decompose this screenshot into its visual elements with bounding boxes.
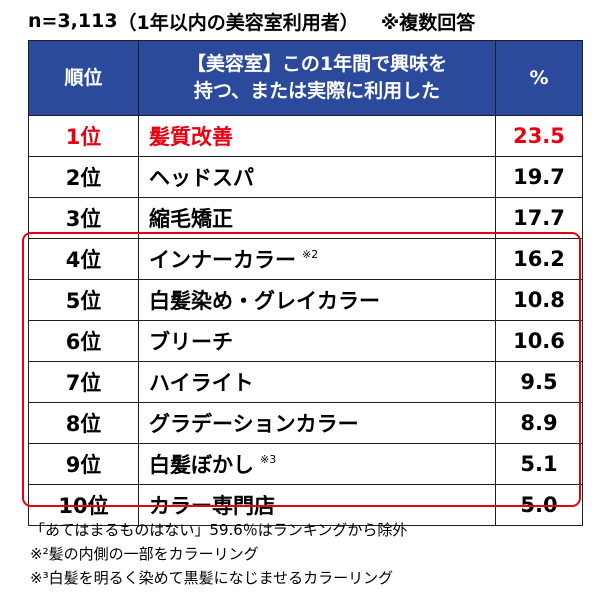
multiple-answer-note: ※複数回答 bbox=[380, 11, 476, 34]
percent-cell: 16.2 bbox=[495, 238, 583, 280]
item-cell: ブリーチ bbox=[138, 320, 496, 362]
item-cell: 縮毛矯正 bbox=[138, 197, 496, 239]
ranking-table: 順位 【美容室】この1年間で興味を 持つ、または実際に利用した % 1位 髪質改善… bbox=[28, 40, 583, 526]
percent-cell: 23.5 bbox=[495, 115, 583, 157]
table-row: 8位 グラデーションカラー 8.9 bbox=[28, 402, 583, 444]
footnotes: 「あてはまるものはない」59.6％はランキングから除外 ※²髪の内側の一部をカラ… bbox=[30, 518, 595, 590]
footnote-2: ※²髪の内側の一部をカラーリング bbox=[30, 542, 595, 566]
table-row: 3位 縮毛矯正 17.7 bbox=[28, 197, 583, 239]
rank-cell: 5位 bbox=[28, 279, 139, 321]
sample-size: n=3,113 bbox=[28, 10, 118, 32]
ranking-rows: 1位 髪質改善 23.5 2位 ヘッドスパ 19.7 3位 縮毛矯正 17.7 4位 インナーカラー… bbox=[28, 115, 583, 526]
footnote-2-mark: ※² bbox=[30, 545, 49, 563]
percent-cell: 19.7 bbox=[495, 156, 583, 198]
footnote-3-text: 白髪を明るく染めて黒髪になじませるカラーリング bbox=[48, 569, 394, 587]
column-header-rank: 順位 bbox=[28, 40, 139, 116]
table-row: 7位 ハイライト 9.5 bbox=[28, 361, 583, 403]
footnote-2-text: 髪の内側の一部をカラーリング bbox=[48, 545, 259, 563]
respondent-scope: （1年以内の美容室利用者） bbox=[117, 11, 359, 34]
item-cell: インナーカラー ※2 bbox=[138, 238, 496, 280]
percent-cell: 9.5 bbox=[495, 361, 583, 403]
rank-cell: 3位 bbox=[28, 197, 139, 239]
item-note-mark: ※2 bbox=[302, 248, 319, 261]
item-label: 白髪ぼかし bbox=[149, 453, 254, 477]
item-label: インナーカラー bbox=[149, 248, 296, 272]
rank-cell: 4位 bbox=[28, 238, 139, 280]
table-header-row: 順位 【美容室】この1年間で興味を 持つ、または実際に利用した % bbox=[28, 40, 583, 116]
item-label: ブリーチ bbox=[149, 330, 233, 354]
item-cell: 白髪ぼかし ※3 bbox=[138, 443, 496, 485]
item-label: ヘッドスパ bbox=[149, 166, 254, 190]
percent-cell: 10.6 bbox=[495, 320, 583, 362]
table-row: 4位 インナーカラー ※2 16.2 bbox=[28, 238, 583, 280]
percent-cell: 8.9 bbox=[495, 402, 583, 444]
item-cell: 白髪染め・グレイカラー bbox=[138, 279, 496, 321]
column-header-percent: % bbox=[495, 40, 583, 116]
table-row: 6位 ブリーチ 10.6 bbox=[28, 320, 583, 362]
item-cell: グラデーションカラー bbox=[138, 402, 496, 444]
rank-cell: 8位 bbox=[28, 402, 139, 444]
table-row: 1位 髪質改善 23.5 bbox=[28, 115, 583, 157]
column-header-item-line2: 持つ、または実際に利用した bbox=[193, 80, 441, 102]
percent-cell: 10.8 bbox=[495, 279, 583, 321]
column-header-item: 【美容室】この1年間で興味を 持つ、または実際に利用した bbox=[138, 40, 496, 116]
item-label: グラデーションカラー bbox=[149, 412, 359, 436]
column-header-item-line1: 【美容室】この1年間で興味を bbox=[186, 53, 448, 75]
table-row: 2位 ヘッドスパ 19.7 bbox=[28, 156, 583, 198]
table-row: 9位 白髪ぼかし ※3 5.1 bbox=[28, 443, 583, 485]
table-row: 5位 白髪染め・グレイカラー 10.8 bbox=[28, 279, 583, 321]
rank-cell: 1位 bbox=[28, 115, 139, 157]
rank-cell: 9位 bbox=[28, 443, 139, 485]
excluded-note: 「あてはまるものはない」59.6％はランキングから除外 bbox=[30, 521, 408, 539]
item-label: 白髪染め・グレイカラー bbox=[149, 289, 380, 313]
footnote-3-mark: ※³ bbox=[30, 569, 49, 587]
item-cell: 髪質改善 bbox=[138, 115, 496, 157]
item-label: 髪質改善 bbox=[149, 125, 233, 149]
survey-header: n=3,113 （1年以内の美容室利用者） ※複数回答 bbox=[28, 4, 588, 38]
item-cell: ハイライト bbox=[138, 361, 496, 403]
rank-cell: 7位 bbox=[28, 361, 139, 403]
footnote-3: ※³白髪を明るく染めて黒髪になじませるカラーリング bbox=[30, 566, 595, 590]
item-label: ハイライト bbox=[149, 371, 254, 395]
item-label: カラー専門店 bbox=[149, 494, 275, 518]
item-cell: ヘッドスパ bbox=[138, 156, 496, 198]
item-label: 縮毛矯正 bbox=[149, 207, 233, 231]
item-note-mark: ※3 bbox=[260, 453, 277, 466]
percent-cell: 17.7 bbox=[495, 197, 583, 239]
rank-cell: 2位 bbox=[28, 156, 139, 198]
rank-cell: 6位 bbox=[28, 320, 139, 362]
percent-cell: 5.1 bbox=[495, 443, 583, 485]
